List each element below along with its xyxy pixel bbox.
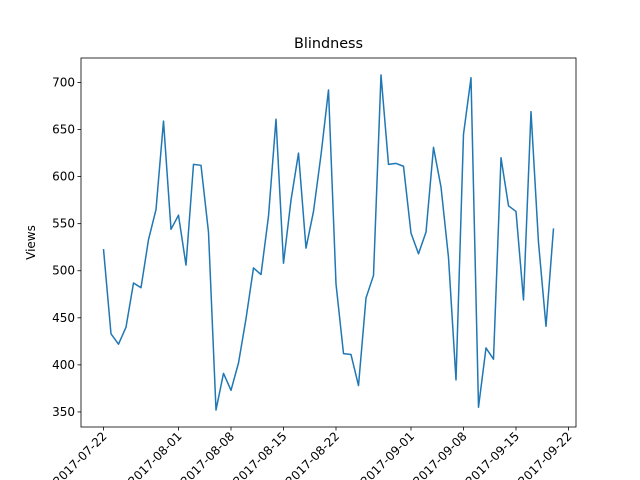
y-tick-label: 600 [52, 170, 75, 184]
y-tick-label: 400 [52, 358, 75, 372]
line-series [102, 74, 555, 411]
chart-title: Blindness [294, 36, 363, 52]
y-tick-label: 500 [52, 264, 75, 278]
y-axis-label: Views [24, 225, 38, 260]
y-tick-label: 650 [52, 123, 75, 137]
y-tick-label: 550 [52, 217, 75, 231]
axes-frame [80, 57, 577, 428]
y-tick-label: 450 [52, 311, 75, 325]
y-tick-label: 350 [52, 405, 75, 419]
y-tick-label: 700 [52, 75, 75, 89]
